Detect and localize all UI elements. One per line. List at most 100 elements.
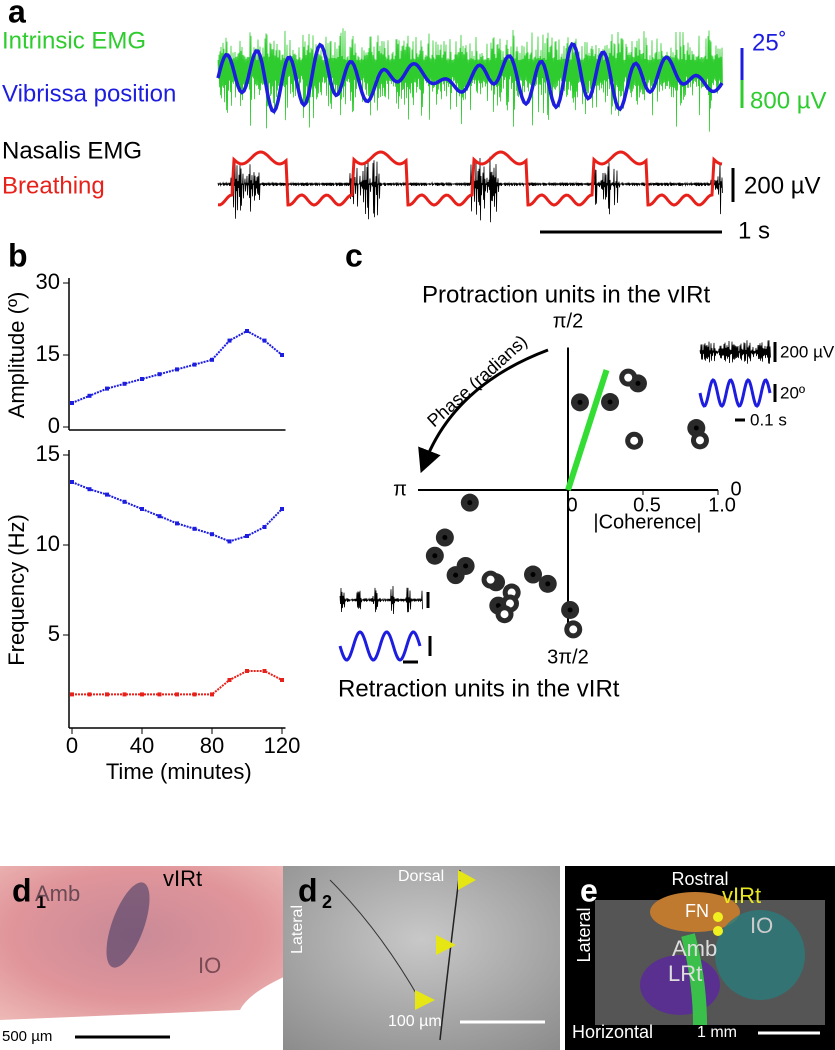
- y-tick-label: 15: [36, 341, 60, 366]
- panel-sublabel: 2: [322, 892, 332, 912]
- data-point: [210, 692, 214, 697]
- micrograph: [283, 866, 560, 1050]
- x-tick-label: 80: [200, 733, 224, 758]
- region-label: IO: [198, 953, 221, 978]
- data-point: [157, 514, 162, 519]
- unit-center: [607, 399, 613, 405]
- panel-a-traces: [216, 28, 724, 223]
- data-point: [105, 692, 109, 697]
- region-io: [715, 910, 805, 1000]
- site: [713, 912, 723, 922]
- y-axis-label: Frequency (Hz): [4, 514, 29, 666]
- trace-label: Vibrissa position: [2, 80, 176, 107]
- angle-label: 0: [730, 478, 741, 500]
- r-tick-label: 0.5: [633, 494, 661, 516]
- breathing-trace: [217, 150, 723, 207]
- region-vIRt: [681, 933, 707, 1026]
- panel-label: c: [345, 237, 363, 273]
- data-point: [70, 401, 74, 405]
- inset-spikes: [339, 586, 423, 614]
- direction-label: Rostral: [671, 869, 728, 889]
- data-point: [210, 532, 214, 537]
- unit-center: [545, 581, 551, 587]
- panel-label: d: [12, 872, 32, 908]
- angle-label: 3π/2: [547, 646, 589, 668]
- scale-label: 100 µm: [388, 1013, 442, 1030]
- unit-center: [432, 553, 438, 559]
- r-tick-label: 1.0: [708, 494, 736, 516]
- data-point: [210, 357, 214, 362]
- x-axis-label: Time (minutes): [106, 759, 252, 784]
- data-point: [157, 372, 162, 377]
- panel-label: a: [8, 0, 26, 29]
- trace-label: Intrinsic EMG: [2, 27, 146, 54]
- scale-label: 20º: [780, 383, 805, 402]
- inset-spikes: [699, 340, 771, 364]
- unit-center: [486, 575, 495, 584]
- data-point: [227, 539, 232, 544]
- y-tick-label: 5: [48, 621, 60, 646]
- region-label: IO: [750, 913, 773, 938]
- scale-label: 200 µV: [744, 172, 821, 199]
- data-point: [245, 329, 249, 333]
- data-point: [87, 393, 92, 398]
- data-point: [262, 669, 267, 673]
- histology-image: [0, 866, 300, 1020]
- r-axis-label: |Coherence|: [593, 511, 701, 533]
- data-point: [105, 386, 109, 391]
- data-point: [227, 338, 232, 343]
- x-tick-label: 0: [66, 733, 78, 758]
- scale-label: 500 µm: [2, 1028, 52, 1045]
- data-point: [175, 692, 179, 697]
- unit-center: [693, 425, 699, 431]
- y-tick-label: 15: [36, 441, 60, 466]
- unit-center: [442, 535, 448, 541]
- trace-label: Nasalis EMG: [2, 137, 142, 164]
- panel-d2: d 2 Dorsal Lateral 100 µm: [283, 866, 560, 1050]
- scale-label: 1 s: [738, 217, 770, 244]
- inset-whisk: [698, 378, 772, 408]
- data-point: [140, 507, 144, 511]
- phase-arrow: [418, 348, 549, 474]
- data-point: [87, 487, 92, 492]
- axon: [439, 869, 461, 1041]
- panel-sublabel: 1: [36, 892, 46, 912]
- direction-label: Dorsal: [398, 868, 444, 885]
- direction-label: Lateral: [289, 905, 306, 954]
- data-point: [280, 678, 284, 682]
- data-point: [122, 381, 127, 386]
- unit-center: [695, 436, 704, 445]
- data-point: [70, 692, 74, 697]
- scale-label: 200 µV: [780, 342, 835, 361]
- axon: [329, 879, 421, 1001]
- annotation: Retraction units in the vIRt: [338, 675, 620, 702]
- unit-center: [453, 572, 459, 578]
- data-point: [140, 377, 144, 381]
- data-point: [70, 480, 74, 484]
- data-point: [245, 534, 249, 538]
- unit-center: [505, 599, 514, 608]
- region-label: Amb: [35, 881, 80, 906]
- x-tick-label: 120: [264, 733, 301, 758]
- unit-center: [530, 572, 536, 578]
- data-point: [262, 338, 267, 343]
- data-point: [280, 507, 284, 511]
- region-label: FN: [685, 901, 709, 921]
- r-tick-label: 0: [566, 494, 577, 516]
- site: [713, 926, 723, 936]
- scale-label: 800 µV: [750, 87, 827, 114]
- data-point: [262, 525, 267, 529]
- data-point: [280, 353, 284, 357]
- angle-label: π/2: [553, 310, 583, 332]
- unit-center: [500, 610, 509, 619]
- annotation: Protraction units in the vIRt: [422, 281, 710, 308]
- panel-d1: d 1 Amb vIRt IO 500 µm: [0, 866, 300, 1045]
- x-tick-label: 40: [130, 733, 154, 758]
- region-fn: [650, 892, 740, 932]
- region-label: vIRt: [722, 883, 761, 908]
- y-tick-label: 30: [36, 269, 60, 294]
- arrowheads: [415, 870, 476, 1010]
